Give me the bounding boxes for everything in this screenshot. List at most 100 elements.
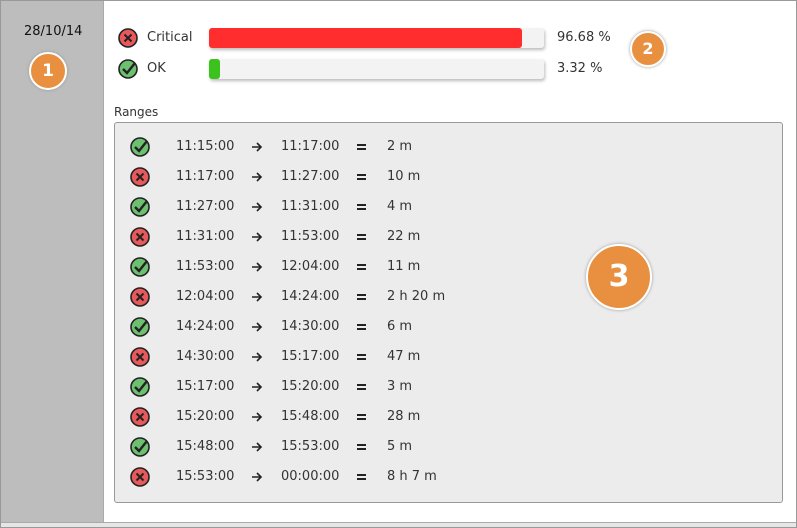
start-time: 11:27:00 (176, 199, 235, 214)
end-time: 14:24:00 (281, 289, 340, 304)
duration: 2 h 20 m (387, 289, 446, 304)
end-time: 15:48:00 (281, 409, 340, 424)
equals (357, 388, 366, 390)
end-time: 12:04:00 (281, 259, 340, 274)
badge: 2 (630, 31, 666, 67)
arrow (252, 262, 263, 272)
duration: 10 m (387, 169, 421, 184)
end-time: 11:17:00 (281, 139, 340, 154)
equals (357, 264, 366, 266)
critical-icon (130, 167, 150, 187)
arrow (252, 172, 263, 182)
duration: 3 m (387, 379, 413, 394)
arrow (252, 382, 263, 392)
start-time: 15:17:00 (176, 379, 235, 394)
arrow (252, 412, 263, 422)
start-time: 11:15:00 (176, 139, 235, 154)
equals (357, 358, 366, 360)
section-title: Ranges (114, 105, 159, 119)
equals (357, 294, 366, 296)
arrow (252, 472, 263, 482)
equals (357, 448, 366, 450)
start-time: 15:48:00 (176, 439, 235, 454)
start-time: 11:53:00 (176, 259, 235, 274)
duration: 6 m (387, 319, 413, 334)
equals (357, 328, 366, 330)
ok-icon (130, 437, 150, 457)
percent-label: 96.68 % (557, 30, 611, 45)
status-label: Critical (147, 30, 193, 45)
bar-track (209, 59, 544, 79)
badge: 3 (586, 244, 652, 310)
arrow (252, 442, 263, 452)
equals (357, 268, 366, 270)
equals (357, 354, 366, 356)
duration: 28 m (387, 409, 421, 424)
bar (209, 59, 220, 79)
equals (357, 474, 366, 476)
start-time: 15:53:00 (176, 469, 235, 484)
bar-track (209, 28, 544, 48)
critical-icon (130, 287, 150, 307)
equals (357, 384, 366, 386)
end-time: 15:20:00 (281, 379, 340, 394)
critical-icon (130, 227, 150, 247)
end-time: 00:00:00 (281, 469, 340, 484)
start-time: 12:04:00 (176, 289, 235, 304)
equals (357, 144, 366, 146)
critical-icon (130, 347, 150, 367)
equals (357, 174, 366, 176)
arrow (252, 352, 263, 362)
end-time: 11:27:00 (281, 169, 340, 184)
bottom-strip (1, 522, 796, 527)
start-time: 14:24:00 (176, 319, 235, 334)
equals (357, 324, 366, 326)
ok-icon (118, 59, 138, 79)
ranges-panel (114, 122, 783, 503)
duration: 8 h 7 m (387, 469, 437, 484)
duration: 2 m (387, 139, 413, 154)
equals (357, 178, 366, 180)
arrow (252, 142, 263, 152)
ok-icon (130, 257, 150, 277)
duration: 11 m (387, 259, 421, 274)
start-time: 15:20:00 (176, 409, 235, 424)
equals (357, 478, 366, 480)
equals (357, 444, 366, 446)
critical-icon (130, 467, 150, 487)
ok-icon (130, 137, 150, 157)
equals (357, 238, 366, 240)
percent-label: 3.32 % (557, 61, 603, 76)
end-time: 11:53:00 (281, 229, 340, 244)
end-time: 14:30:00 (281, 319, 340, 334)
critical-icon (130, 407, 150, 427)
duration: 5 m (387, 439, 413, 454)
equals (357, 418, 366, 420)
duration: 22 m (387, 229, 421, 244)
start-time: 14:30:00 (176, 349, 235, 364)
date: 28/10/14 (24, 24, 83, 39)
equals (357, 208, 366, 210)
duration: 47 m (387, 349, 421, 364)
critical-icon (118, 28, 138, 48)
equals (357, 234, 366, 236)
end-time: 15:53:00 (281, 439, 340, 454)
ok-icon (130, 197, 150, 217)
status-label: OK (147, 61, 166, 76)
arrow (252, 202, 263, 212)
arrow (252, 322, 263, 332)
equals (357, 148, 366, 150)
ok-icon (130, 317, 150, 337)
badge: 1 (29, 52, 67, 90)
arrow (252, 232, 263, 242)
arrow (252, 292, 263, 302)
end-time: 11:31:00 (281, 199, 340, 214)
bar (209, 28, 523, 48)
start-time: 11:31:00 (176, 229, 235, 244)
equals (357, 298, 366, 300)
end-time: 15:17:00 (281, 349, 340, 364)
equals (357, 414, 366, 416)
duration: 4 m (387, 199, 413, 214)
ok-icon (130, 377, 150, 397)
